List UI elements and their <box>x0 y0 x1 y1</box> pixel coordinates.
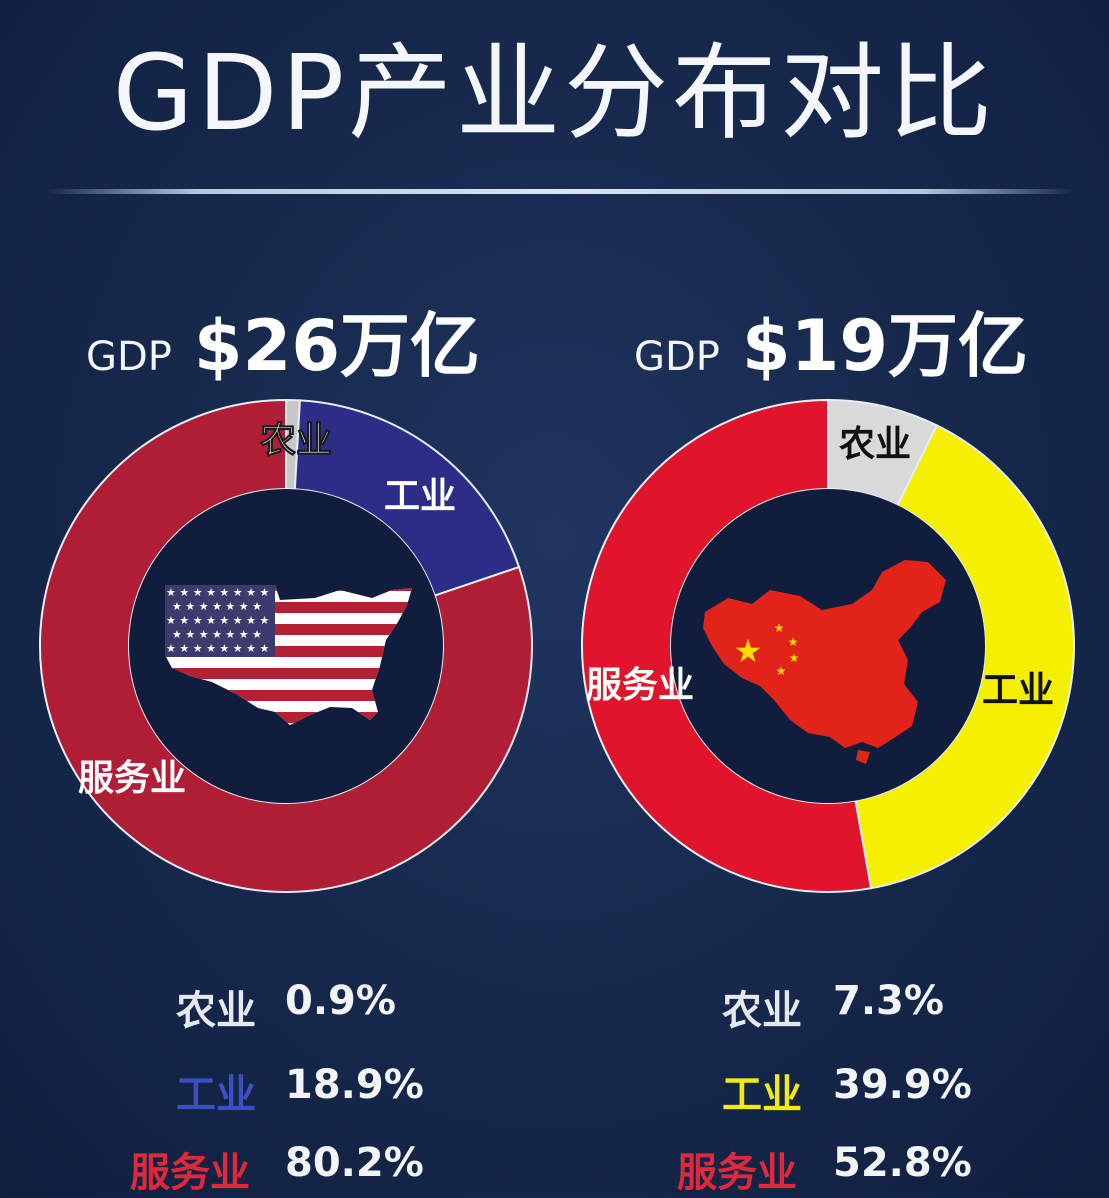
usa-legend-agriculture-value: 0.9% <box>285 978 396 1024</box>
svg-text:★: ★ <box>776 664 787 678</box>
usa-legend-industry-value: 18.9% <box>285 1062 424 1108</box>
legend-label: 服务业 <box>677 1150 797 1196</box>
usa-gdp-label: GDP <box>86 334 172 380</box>
legend-label: 农业 <box>176 988 256 1034</box>
china-services-segment-label: 服务业 <box>586 665 694 706</box>
usa-legend-services: 服务业 <box>130 1140 250 1198</box>
svg-text:★ ★ ★ ★ ★ ★ ★: ★ ★ ★ ★ ★ ★ ★ <box>172 600 262 613</box>
svg-text:★ ★ ★ ★ ★ ★ ★: ★ ★ ★ ★ ★ ★ ★ <box>172 628 262 641</box>
usa-gdp-heading: GDP $26万亿 <box>86 290 480 387</box>
svg-text:★: ★ <box>774 621 785 635</box>
usa-gdp-value: $26万亿 <box>193 305 481 387</box>
china-flag-map-icon: ★ ★ ★ ★ ★ <box>703 560 946 764</box>
china-legend-agriculture-value: 7.3% <box>833 978 944 1024</box>
usa-legend-services-value: 80.2% <box>285 1140 424 1186</box>
usa-flag-map-icon: ★ ★ ★ ★ ★ ★ ★ ★ ★ ★ ★ ★ ★ ★ ★ ★ ★ ★ ★ ★ … <box>165 585 412 725</box>
svg-text:★ ★ ★ ★ ★ ★ ★ ★: ★ ★ ★ ★ ★ ★ ★ ★ <box>166 642 270 655</box>
china-legend-agriculture: 农业 <box>722 978 802 1036</box>
legend-label: 工业 <box>176 1072 256 1118</box>
svg-text:★ ★ ★ ★ ★ ★ ★ ★: ★ ★ ★ ★ ★ ★ ★ ★ <box>166 586 270 599</box>
svg-text:★: ★ <box>789 651 800 665</box>
svg-text:★: ★ <box>734 632 763 670</box>
china-legend-industry-value: 39.9% <box>833 1062 972 1108</box>
usa-services-segment-label: 服务业 <box>78 758 186 799</box>
china-legend-industry: 工业 <box>722 1062 802 1120</box>
china-gdp-label: GDP <box>634 334 720 380</box>
title-divider <box>45 189 1075 194</box>
svg-text:★ ★ ★ ★ ★ ★ ★ ★: ★ ★ ★ ★ ★ ★ ★ ★ <box>166 614 270 627</box>
page-title: GDP产业分布对比 <box>112 32 997 154</box>
legend-label: 工业 <box>722 1072 802 1118</box>
usa-legend-industry: 工业 <box>176 1062 256 1120</box>
legend-label: 服务业 <box>130 1150 250 1196</box>
china-legend-services-value: 52.8% <box>833 1140 972 1186</box>
china-gdp-heading: GDP $19万亿 <box>634 290 1028 387</box>
china-industry-segment-label: 工业 <box>982 670 1054 711</box>
china-legend-services: 服务业 <box>677 1140 797 1198</box>
china-agriculture-segment-label: 农业 <box>839 424 911 465</box>
usa-agriculture-segment-label: 农业 <box>260 420 332 461</box>
svg-text:★: ★ <box>788 635 799 649</box>
legend-label: 农业 <box>722 988 802 1034</box>
usa-industry-segment-label: 工业 <box>384 476 456 517</box>
china-gdp-value: $19万亿 <box>741 305 1029 387</box>
usa-legend-agriculture: 农业 <box>176 978 256 1036</box>
